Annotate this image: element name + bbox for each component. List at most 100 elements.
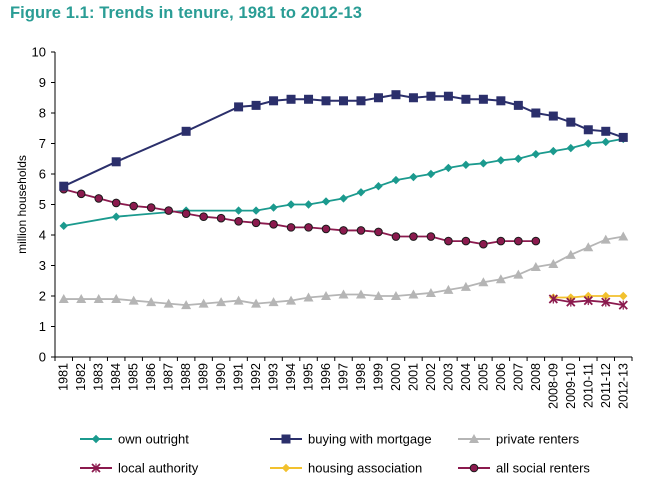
data-point xyxy=(233,295,244,305)
series-line xyxy=(63,138,624,227)
data-point xyxy=(268,297,279,307)
data-point xyxy=(566,297,576,307)
data-point xyxy=(390,291,401,300)
data-point xyxy=(146,297,157,307)
data-point xyxy=(321,224,331,234)
data-point xyxy=(304,223,313,232)
x-tick-label: 2001 xyxy=(406,363,420,391)
data-point xyxy=(460,281,471,291)
x-tick-label: 2008-09 xyxy=(546,363,560,409)
chart-legend: own outright buying with mortgage private … xyxy=(80,432,590,476)
data-point xyxy=(618,300,628,310)
legend-marker xyxy=(469,463,479,473)
legend-marker xyxy=(91,434,101,444)
data-point xyxy=(461,236,471,246)
data-point xyxy=(496,156,506,165)
legend-marker xyxy=(281,463,291,473)
data-point xyxy=(339,226,348,235)
x-tick-label: 2008 xyxy=(529,363,543,391)
data-point xyxy=(461,160,471,170)
x-tick-label: 1995 xyxy=(302,363,316,391)
x-tick-label: 2007 xyxy=(511,363,525,391)
data-point xyxy=(251,218,261,228)
x-tick-label: 2005 xyxy=(476,363,490,391)
data-point xyxy=(513,100,523,110)
data-point xyxy=(548,111,558,121)
data-point xyxy=(93,294,104,304)
data-point xyxy=(59,221,68,231)
data-point xyxy=(531,236,541,246)
data-point xyxy=(444,236,453,246)
data-point xyxy=(619,291,628,301)
data-point xyxy=(129,201,138,211)
x-tick-label: 2003 xyxy=(441,363,455,391)
series-line xyxy=(63,188,536,246)
data-point xyxy=(443,91,453,101)
data-point xyxy=(618,231,629,241)
data-point xyxy=(409,172,418,182)
legend-marker xyxy=(469,434,479,443)
legend-marker xyxy=(281,434,291,444)
y-axis-title: million households xyxy=(15,155,29,254)
data-point xyxy=(479,159,488,168)
x-tick-label: 2011-12 xyxy=(599,363,613,408)
x-tick-label: 2010-11 xyxy=(581,363,595,408)
data-point xyxy=(426,232,436,241)
data-point xyxy=(391,175,401,185)
data-point xyxy=(373,291,384,300)
series-local-authority xyxy=(548,294,628,310)
x-tick-label: 1989 xyxy=(197,363,211,391)
chart-axes: 0 1 2 3 4 5 6 7 8 9 10 million households 1981 1982 19… xyxy=(15,45,633,409)
data-point xyxy=(600,234,611,244)
y-tick-label: 5 xyxy=(39,197,46,212)
data-point xyxy=(566,293,576,302)
data-point xyxy=(199,212,208,221)
data-point xyxy=(181,126,191,136)
legend-item-all-social-renters: all social renters xyxy=(458,461,590,476)
legend-marker xyxy=(91,463,101,473)
data-point xyxy=(549,146,558,156)
x-tick-label: 1998 xyxy=(354,363,368,391)
data-point xyxy=(321,96,331,106)
data-point xyxy=(111,212,121,221)
data-point xyxy=(513,269,524,279)
data-point xyxy=(601,137,610,147)
x-tick-label: 1992 xyxy=(249,363,263,391)
data-point xyxy=(234,206,243,215)
y-tick-label: 6 xyxy=(39,167,46,182)
data-point xyxy=(355,289,366,299)
data-point xyxy=(478,94,488,104)
data-point xyxy=(583,125,593,135)
data-point xyxy=(461,94,471,104)
x-tick-label: 1982 xyxy=(74,363,88,391)
data-point xyxy=(286,94,296,104)
data-point xyxy=(356,226,366,235)
legend-label: housing association xyxy=(308,461,422,476)
data-point xyxy=(234,216,243,226)
data-point xyxy=(286,295,297,305)
legend-label: all social renters xyxy=(496,461,590,476)
legend-label: buying with mortgage xyxy=(308,432,432,447)
legend-label: private renters xyxy=(496,432,580,447)
x-tick-label: 1984 xyxy=(109,363,123,391)
data-point xyxy=(76,294,87,304)
legend-label: own outright xyxy=(118,432,189,447)
data-point xyxy=(566,117,576,127)
data-point xyxy=(443,284,454,294)
x-tick-label: 2000 xyxy=(389,363,403,391)
data-point xyxy=(374,227,383,237)
x-tick-label: 1986 xyxy=(144,363,158,391)
series-all-social-renters xyxy=(59,184,541,249)
data-point xyxy=(269,203,278,212)
data-point xyxy=(409,232,418,241)
x-tick-label: 1993 xyxy=(267,363,281,391)
data-point xyxy=(76,189,86,199)
legend-item-private-renters: private renters xyxy=(458,432,580,447)
data-point xyxy=(514,154,523,163)
y-tick-label: 3 xyxy=(39,258,46,273)
data-point xyxy=(479,239,488,249)
data-point xyxy=(566,143,576,153)
data-point xyxy=(163,298,174,308)
data-point xyxy=(408,289,419,299)
